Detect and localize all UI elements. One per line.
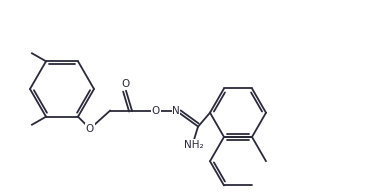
Text: O: O: [152, 106, 160, 116]
Text: O: O: [122, 79, 130, 89]
Text: O: O: [86, 124, 94, 134]
Text: NH₂: NH₂: [184, 140, 204, 150]
Text: N: N: [172, 106, 180, 116]
